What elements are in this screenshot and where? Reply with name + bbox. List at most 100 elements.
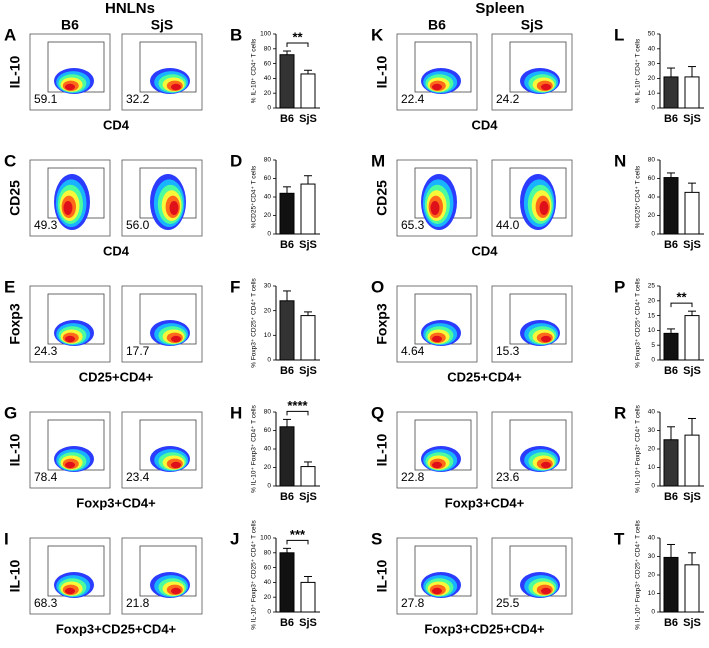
bar: [684, 564, 700, 613]
gate-percentage: 78.4: [34, 470, 58, 484]
bar: [684, 315, 700, 361]
density-contour: [63, 201, 73, 215]
density-contour: [430, 201, 440, 215]
density-contour: [541, 83, 551, 91]
x-tick-label: SjS: [683, 491, 701, 503]
bar: [684, 76, 700, 109]
panel-letter: D: [230, 151, 242, 170]
y-tick-label: 80: [648, 157, 656, 164]
y-tick-label: 80: [264, 409, 272, 416]
density-contour: [541, 587, 551, 595]
bar: [300, 466, 316, 487]
gate-percentage: 23.4: [126, 470, 150, 484]
group-header: B6: [61, 17, 79, 33]
x-tick-label: B6: [280, 365, 294, 377]
flow-plot-frame: [491, 33, 573, 111]
bar: [300, 183, 316, 235]
bar: [663, 556, 679, 613]
density-contour: [432, 335, 442, 343]
panel-letter: L: [614, 25, 624, 44]
flow-x-label: CD25+CD4+: [79, 369, 154, 384]
y-tick-label: 0: [267, 609, 271, 616]
significance-bracket: [286, 42, 309, 48]
group-header: SjS: [151, 17, 174, 33]
y-tick-label: 0: [651, 483, 655, 490]
significance-bracket: [670, 302, 693, 308]
bar: [663, 332, 679, 361]
gate-percentage: 25.5: [496, 596, 520, 610]
bar: [279, 192, 295, 235]
y-tick-label: 10: [264, 332, 272, 339]
y-tick-label: 15: [648, 312, 656, 319]
bar: [663, 76, 679, 109]
x-tick-label: B6: [664, 113, 678, 125]
y-tick-label: 40: [264, 194, 272, 201]
x-tick-label: SjS: [299, 113, 317, 125]
y-tick-label: 40: [264, 446, 272, 453]
y-tick-label: 25: [648, 283, 656, 290]
y-tick-label: 60: [264, 175, 272, 182]
x-tick-label: B6: [280, 113, 294, 125]
significance-bracket: [286, 410, 309, 416]
flow-x-label: CD4: [103, 243, 130, 258]
panel-letter: R: [614, 403, 626, 422]
flow-y-label: IL-10: [7, 559, 23, 592]
flow-x-label: CD25+CD4+: [447, 369, 522, 384]
group-header: B6: [428, 17, 446, 33]
y-tick-label: 0: [651, 357, 655, 364]
y-tick-label: 20: [648, 572, 656, 579]
flow-x-label: Foxp3+CD25+CD4+: [424, 621, 545, 636]
y-tick-label: 40: [648, 194, 656, 201]
x-tick-label: SjS: [299, 617, 317, 629]
y-tick-label: 80: [264, 157, 272, 164]
density-contour: [169, 201, 179, 215]
y-tick-label: 40: [648, 535, 656, 542]
y-axis-label: %CD25⁺CD4⁺ T cells: [251, 165, 258, 228]
flow-y-label: Foxp3: [7, 303, 23, 344]
y-tick-label: 40: [264, 75, 272, 82]
x-tick-label: SjS: [299, 365, 317, 377]
flow-y-label: IL-10: [374, 559, 390, 592]
bar: [279, 426, 295, 487]
y-tick-label: 20: [648, 446, 656, 453]
flow-y-label: CD25: [374, 180, 390, 216]
flow-y-label: CD25: [7, 180, 23, 216]
y-tick-label: 80: [264, 550, 272, 557]
bar: [663, 439, 679, 487]
y-tick-label: 50: [648, 31, 656, 38]
x-tick-label: SjS: [299, 239, 317, 251]
y-axis-label: % IL-10⁺ CD4⁺ T cells: [635, 38, 642, 103]
y-tick-label: 60: [264, 564, 272, 571]
panel-letter: K: [371, 25, 384, 44]
panel-letter: B: [230, 25, 242, 44]
y-tick-label: 5: [651, 342, 655, 349]
y-tick-label: 30: [648, 60, 656, 67]
panel-letter: A: [4, 25, 16, 44]
bar: [684, 191, 700, 235]
density-contour: [171, 587, 181, 595]
x-tick-label: SjS: [299, 491, 317, 503]
flow-y-label: IL-10: [7, 55, 23, 88]
bar: [300, 581, 316, 613]
y-tick-label: 20: [264, 212, 272, 219]
significance-label: ***: [290, 527, 306, 542]
x-tick-label: SjS: [683, 239, 701, 251]
y-tick-label: 20: [264, 594, 272, 601]
y-tick-label: 0: [651, 231, 655, 238]
y-tick-label: 20: [648, 75, 656, 82]
gate-percentage: 59.1: [34, 92, 58, 106]
gate-percentage: 23.6: [496, 470, 520, 484]
density-contour: [432, 83, 442, 91]
bar: [684, 434, 700, 487]
y-tick-label: 0: [651, 105, 655, 112]
density-contour: [171, 83, 181, 91]
y-tick-label: 20: [648, 212, 656, 219]
y-axis-label: % IL-10⁺ Foxp3⁺ CD25⁺ CD4⁺ T cells: [251, 519, 258, 629]
significance-label: ****: [287, 398, 308, 413]
flow-x-label: Foxp3+CD4+: [445, 495, 525, 510]
y-axis-label: % IL-10⁺ Foxp3⁺ CD25⁺ CD4⁺ T cells: [635, 519, 642, 629]
flow-x-label: CD4: [471, 117, 498, 132]
flow-plot-frame: [491, 285, 573, 363]
